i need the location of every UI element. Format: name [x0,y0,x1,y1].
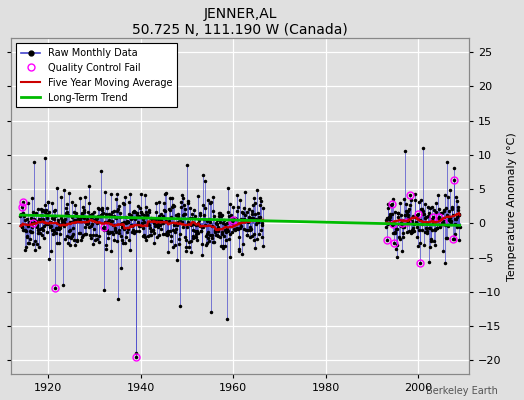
Legend: Raw Monthly Data, Quality Control Fail, Five Year Moving Average, Long-Term Tren: Raw Monthly Data, Quality Control Fail, … [16,43,178,108]
Y-axis label: Temperature Anomaly (°C): Temperature Anomaly (°C) [507,132,517,280]
Title: JENNER,AL
50.725 N, 111.190 W (Canada): JENNER,AL 50.725 N, 111.190 W (Canada) [132,7,348,37]
Text: Berkeley Earth: Berkeley Earth [426,386,498,396]
